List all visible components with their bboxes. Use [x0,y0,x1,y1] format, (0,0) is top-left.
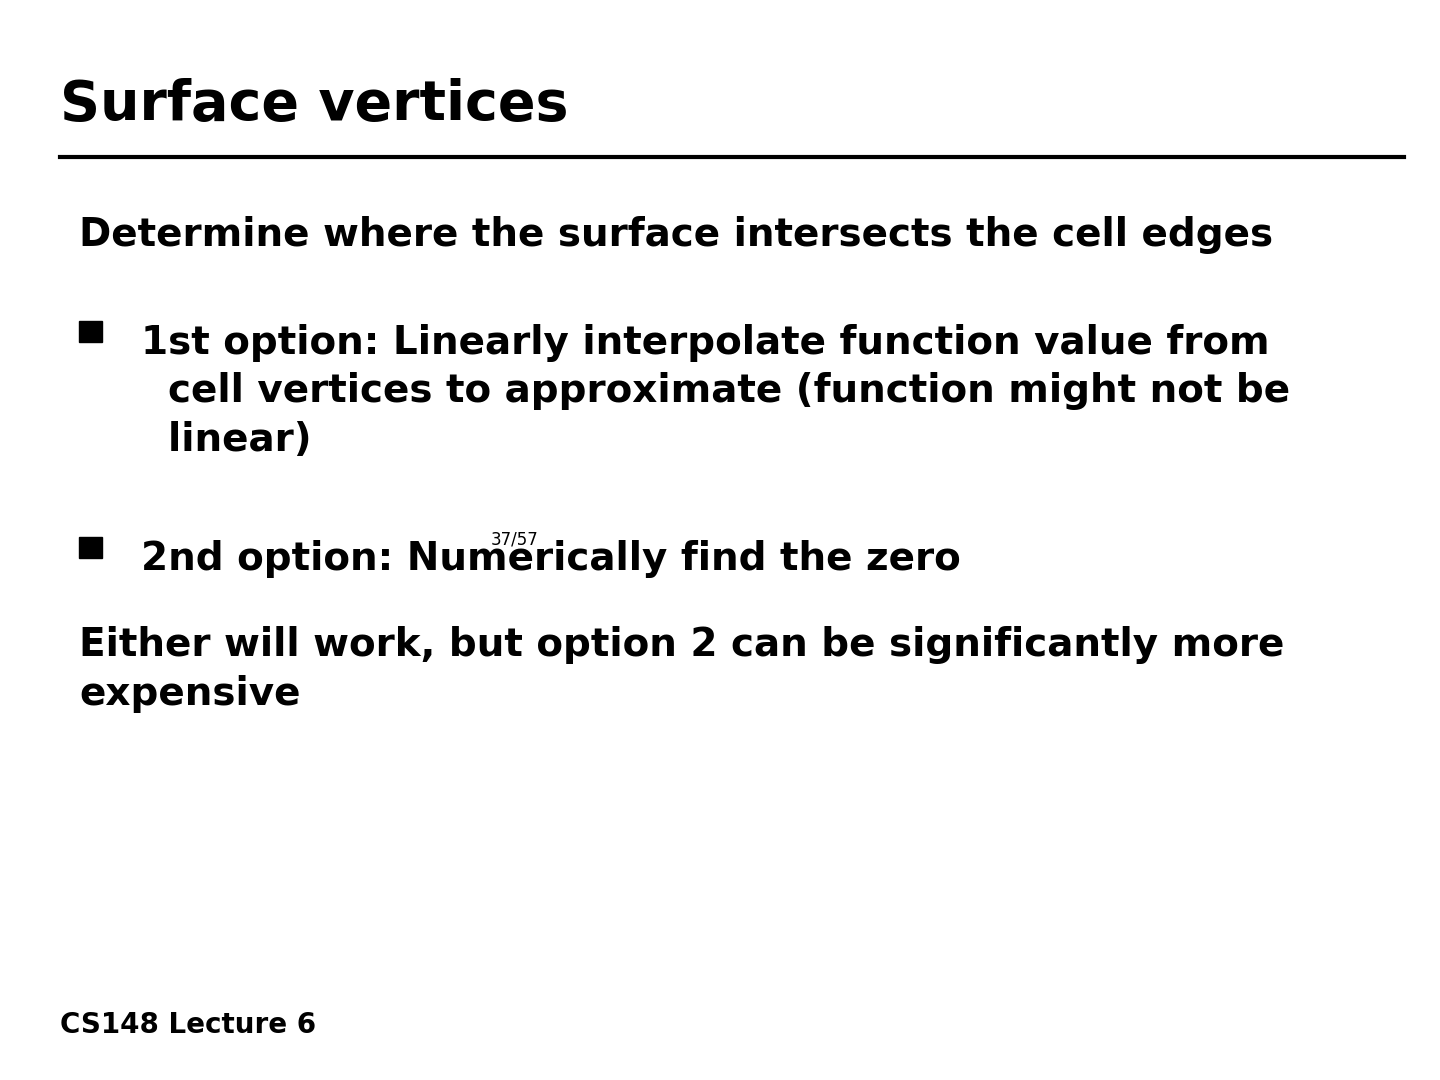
Text: 1st option: Linearly interpolate function value from
  cell vertices to approxim: 1st option: Linearly interpolate functio… [141,324,1290,459]
Text: Surface vertices: Surface vertices [60,78,569,132]
Text: CS148 Lecture 6: CS148 Lecture 6 [60,1011,317,1039]
Text: 2nd option: Numerically find the zero: 2nd option: Numerically find the zero [141,540,960,578]
Text: Either will work, but option 2 can be significantly more
expensive: Either will work, but option 2 can be si… [79,626,1284,713]
Text: 37/57: 37/57 [490,531,539,549]
Text: Determine where the surface intersects the cell edges: Determine where the surface intersects t… [79,216,1273,254]
